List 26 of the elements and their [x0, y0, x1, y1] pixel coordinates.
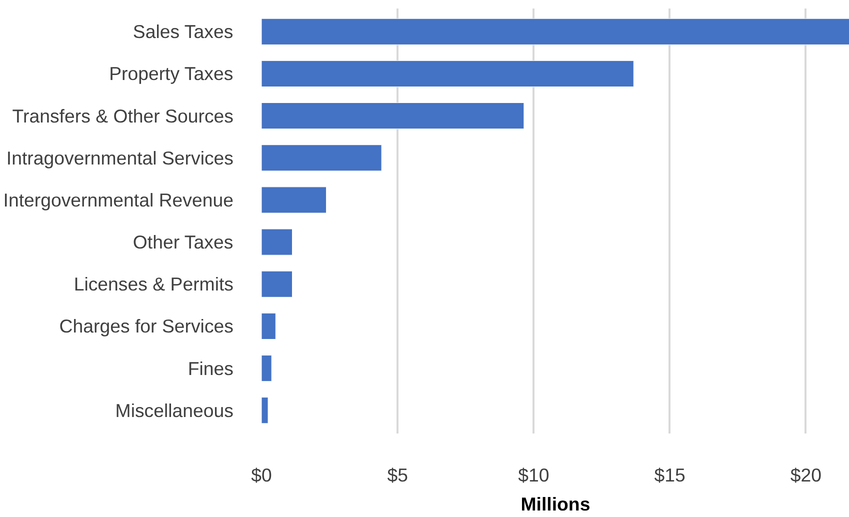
x-tick-label: $10	[518, 464, 550, 486]
bar	[262, 144, 382, 172]
y-tick-label: Property Taxes	[109, 63, 234, 84]
x-axis-title: Millions	[520, 494, 590, 514]
x-tick-label: $5	[387, 464, 408, 486]
y-tick-label: Other Taxes	[132, 232, 234, 253]
bar	[262, 228, 293, 256]
y-tick-label: Miscellaneous	[115, 400, 234, 421]
y-tick-label: Licenses & Permits	[74, 274, 234, 295]
x-tick-label: $20	[790, 464, 822, 486]
x-tick-label: $0	[251, 464, 272, 486]
y-tick-label: Intragovernmental Services	[6, 147, 234, 168]
bar	[262, 60, 634, 88]
y-tick-label: Charges for Services	[59, 316, 234, 337]
bar	[262, 186, 327, 214]
y-tick-label: Fines	[188, 358, 234, 379]
x-tick-label: $15	[654, 464, 686, 486]
y-tick-label: Transfers & Other Sources	[12, 105, 234, 126]
bar	[262, 397, 268, 424]
bar	[262, 354, 272, 382]
bar	[262, 102, 524, 130]
bar	[262, 312, 276, 340]
bar	[262, 18, 849, 45]
bar	[262, 270, 293, 298]
y-tick-label: Sales Taxes	[132, 21, 234, 42]
y-tick-label: Intergovernmental Revenue	[3, 189, 234, 210]
